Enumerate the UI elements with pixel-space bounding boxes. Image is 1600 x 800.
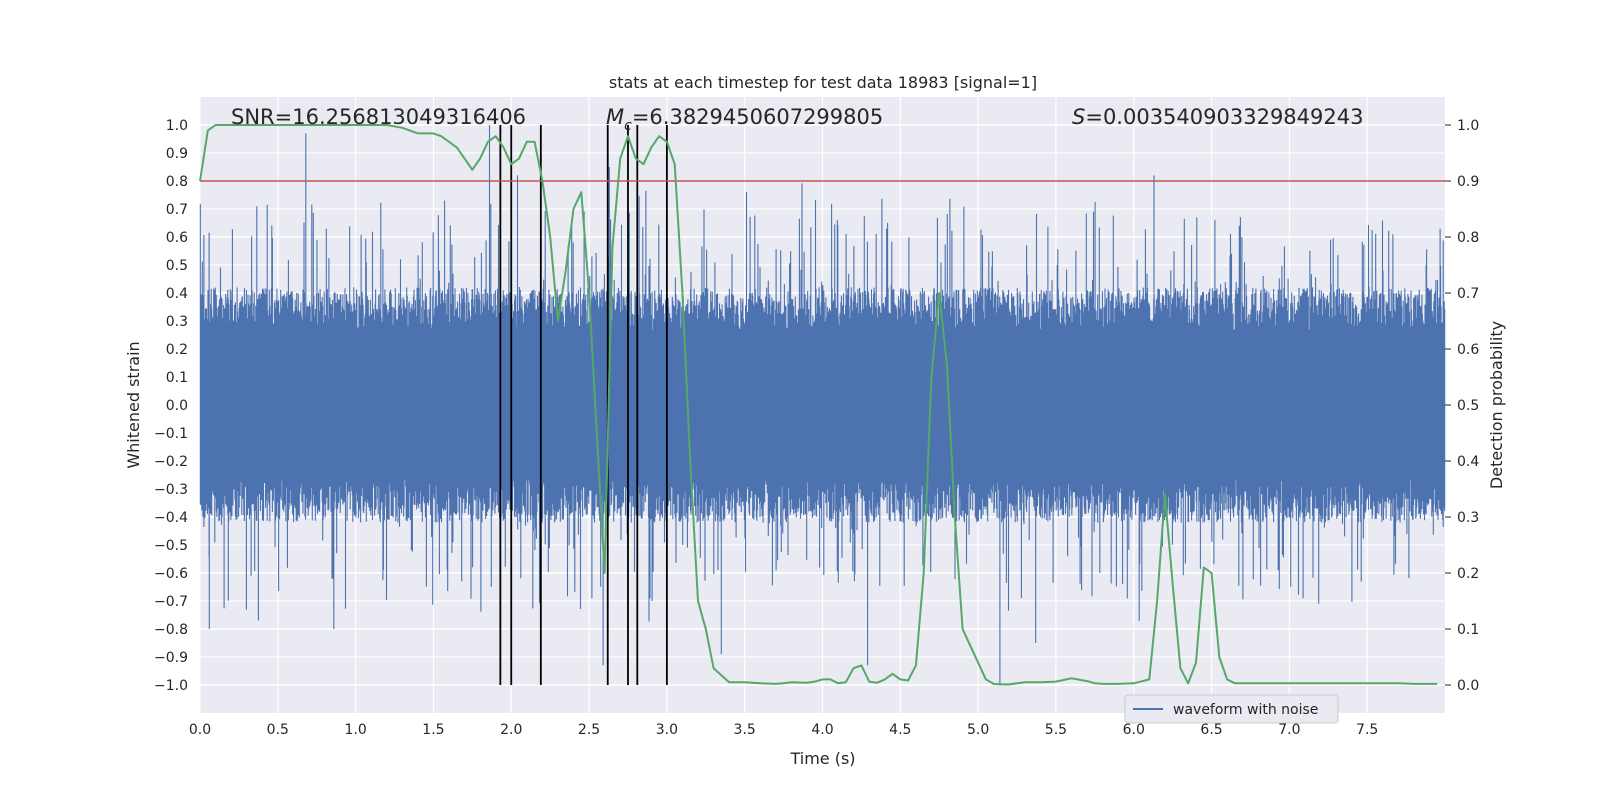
s-value: =0.003540903329849243 — [1085, 105, 1363, 129]
y-tick-label-left: −0.2 — [154, 454, 188, 470]
chirp-mass-symbol: M — [606, 105, 624, 129]
x-axis-label: Time (s) — [789, 749, 855, 768]
y-tick-label-left: 0.5 — [166, 258, 188, 274]
y-tick-label-left: −0.6 — [154, 566, 188, 582]
y-tick-label-left: 0.3 — [166, 314, 188, 330]
x-tick-label: 2.5 — [578, 722, 600, 738]
x-tick-label: 5.0 — [967, 722, 989, 738]
y-tick-label-right: 0.5 — [1457, 398, 1479, 414]
probability-line — [199, 124, 1438, 686]
s-annotation: S=0.003540903329849243 — [1072, 105, 1363, 129]
x-tick-label: 6.5 — [1200, 722, 1222, 738]
y-tick-label-left: −0.9 — [154, 650, 188, 666]
y-tick-label-left: −1.0 — [154, 678, 188, 694]
chirp-mass-value: =6.3829450607299805 — [632, 105, 883, 129]
y-tick-label-left: −0.7 — [154, 594, 188, 610]
y-tick-label-right: 0.2 — [1457, 566, 1479, 582]
probability-series — [199, 124, 1438, 686]
x-tick-label: 4.0 — [811, 722, 833, 738]
waveform-series — [199, 125, 1446, 685]
y-tick-label-left: 0.2 — [166, 342, 188, 358]
y-tick-label-left: 0.1 — [166, 370, 188, 386]
x-tick-label: 7.5 — [1356, 722, 1378, 738]
s-symbol: S — [1072, 105, 1085, 129]
y-tick-label-right: 0.8 — [1457, 230, 1479, 246]
y-tick-label-right: 0.3 — [1457, 510, 1479, 526]
y-tick-label-right: 0.1 — [1457, 622, 1479, 638]
chirp-mass-annotation: Mc=6.3829450607299805 — [606, 105, 883, 134]
y-tick-label-left: 1.0 — [166, 118, 188, 134]
x-tick-label: 7.0 — [1278, 722, 1300, 738]
x-tick-label: 0.0 — [189, 722, 211, 738]
x-tick-label: 4.5 — [889, 722, 911, 738]
y-tick-label-left: 0.6 — [166, 230, 188, 246]
x-tick-label: 1.5 — [422, 722, 444, 738]
y-tick-label-right: 0.9 — [1457, 174, 1479, 190]
chart-title: stats at each timestep for test data 189… — [609, 73, 1037, 92]
y-tick-label-left: −0.8 — [154, 622, 188, 638]
chirp-mass-subscript: c — [624, 118, 632, 134]
y-tick-label-left: 0.7 — [166, 202, 188, 218]
y-tick-label-left: −0.5 — [154, 538, 188, 554]
legend-box — [1124, 694, 1339, 724]
y-tick-label-left: −0.4 — [154, 510, 188, 526]
y-tick-label-left: −0.1 — [154, 426, 188, 442]
waveform-line — [199, 125, 1446, 685]
x-tick-label: 5.5 — [1045, 722, 1067, 738]
y-tick-label-right: 0.0 — [1457, 678, 1479, 694]
y-tick-label-left: −0.3 — [154, 482, 188, 498]
y-tick-label-right: 1.0 — [1457, 118, 1479, 134]
y-tick-label-right: 0.6 — [1457, 342, 1479, 358]
x-tick-label: 6.0 — [1123, 722, 1145, 738]
x-tick-label: 3.5 — [734, 722, 756, 738]
y-tick-label-left: 0.4 — [166, 286, 188, 302]
y-tick-label-left: 0.8 — [166, 174, 188, 190]
y-tick-label-left: 0.0 — [166, 398, 188, 414]
x-tick-label: 0.5 — [267, 722, 289, 738]
legend-label: waveform with noise — [1173, 702, 1318, 718]
axis-ticks: 0.0 0.5 1.0 1.5 2.0 2.5 3.0 3.5 4.0 4.5 5.0 5.5 6.0 6… — [154, 118, 1479, 738]
snr-annotation: SNR=16.256813049316406 — [231, 105, 526, 129]
y-tick-label-right: 0.4 — [1457, 454, 1479, 470]
legend: waveform with noise — [1124, 694, 1339, 724]
y-tick-label-left: 0.9 — [166, 146, 188, 162]
x-tick-label: 2.0 — [500, 722, 522, 738]
detection-markers — [499, 125, 668, 685]
x-tick-label: 3.0 — [656, 722, 678, 738]
x-tick-label: 1.0 — [344, 722, 366, 738]
y-axis-label-left: Whitened strain — [124, 341, 143, 468]
y-tick-label-right: 0.7 — [1457, 286, 1479, 302]
y-axis-label-right: Detection probability — [1487, 321, 1506, 489]
